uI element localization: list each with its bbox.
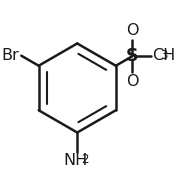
Text: 3: 3 [161,49,168,62]
Text: 2: 2 [81,153,89,166]
Text: CH: CH [152,48,175,63]
Text: Br: Br [2,48,20,63]
Text: O: O [126,74,139,89]
Text: NH: NH [64,153,88,168]
Text: S: S [126,47,139,65]
Text: O: O [126,23,139,38]
